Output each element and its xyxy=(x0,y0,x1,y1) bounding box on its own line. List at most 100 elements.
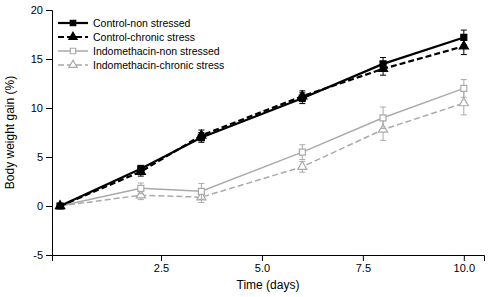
marker xyxy=(299,149,305,155)
y-axis: -5 0 5 10 15 20 xyxy=(31,4,53,261)
x-tick-label: 7.5 xyxy=(356,262,371,274)
y-axis-line xyxy=(46,11,53,256)
error-bar xyxy=(138,165,144,172)
marker xyxy=(57,203,63,209)
y-axis-title: Body weight gain (%) xyxy=(3,76,17,189)
y-tick: 15 xyxy=(31,53,52,65)
chart: 2.5 5.0 7.5 10.0 -5 0 5 10 15 20 Control-non stres… xyxy=(0,0,500,297)
legend-entry: Indomethacin-non stressed xyxy=(58,45,220,57)
error-bar-cap xyxy=(380,140,386,141)
error-bar-cap xyxy=(461,79,467,80)
y-tick-label: 10 xyxy=(31,102,43,114)
error-bar-cap xyxy=(198,132,204,133)
y-tick-mark xyxy=(46,59,52,60)
error-bar-cap xyxy=(198,202,204,203)
error-bar-cap xyxy=(461,54,467,55)
error-bar-cap xyxy=(198,183,204,184)
error-bar-cap xyxy=(461,97,467,98)
x-axis-title: Time (days) xyxy=(237,278,300,292)
error-bar xyxy=(380,107,386,129)
y-tick-label: 0 xyxy=(37,200,43,212)
legend-entry: Control-non stressed xyxy=(58,17,191,29)
error-bar-cap xyxy=(461,30,467,31)
x-tick-mark xyxy=(262,255,263,261)
x-tick-mark xyxy=(363,255,364,261)
error-bar-cap xyxy=(138,176,144,177)
error-bar-cap xyxy=(138,199,144,200)
error-bar xyxy=(198,183,204,199)
legend-label: Control-chronic stress xyxy=(93,31,195,43)
series-line xyxy=(60,46,464,206)
y-tick: -5 xyxy=(33,249,52,261)
y-tick: 20 xyxy=(31,4,52,16)
error-bar-cap xyxy=(138,182,144,183)
error-bar xyxy=(299,145,305,160)
legend: Control-non stressed Control-chronic stre… xyxy=(58,17,224,71)
error-bar-cap xyxy=(299,92,305,93)
x-tick-label: 5.0 xyxy=(255,262,270,274)
y-tick-mark xyxy=(46,206,52,207)
y-tick-label: 5 xyxy=(37,151,43,163)
y-tick-label: 20 xyxy=(31,4,43,16)
series-line xyxy=(60,103,464,206)
error-bar-cap xyxy=(198,142,204,143)
legend-label: Indomethacin-chronic stress xyxy=(93,59,224,71)
legend-marker xyxy=(69,60,77,67)
x-tick: 5.0 xyxy=(255,255,270,274)
legend-label: Control-non stressed xyxy=(93,17,191,29)
y-tick-label: -5 xyxy=(33,249,43,261)
x-tick-label: 2.5 xyxy=(154,262,169,274)
marker xyxy=(198,134,204,140)
legend-entry: Control-chronic stress xyxy=(58,31,195,43)
y-tick-label: 15 xyxy=(31,53,43,65)
y-tick-mark xyxy=(46,255,52,256)
y-tick-mark xyxy=(46,108,52,109)
marker xyxy=(298,162,307,170)
x-tick: 10.0 xyxy=(454,255,475,274)
error-bar-cap xyxy=(138,193,144,194)
error-bar xyxy=(461,30,467,45)
error-bar-cap xyxy=(198,199,204,200)
legend-label: Indomethacin-non stressed xyxy=(93,45,220,57)
y-tick: 5 xyxy=(37,151,52,163)
series-line xyxy=(60,37,464,206)
error-bar-cap xyxy=(380,57,386,58)
error-bar-cap xyxy=(380,75,386,76)
x-tick-mark xyxy=(161,255,162,261)
marker xyxy=(459,98,468,106)
marker xyxy=(138,185,144,191)
plot: 2.5 5.0 7.5 10.0 -5 0 5 10 15 20 Control-non stres… xyxy=(31,4,485,274)
x-tick: 7.5 xyxy=(356,255,371,274)
legend-marker xyxy=(70,48,75,53)
y-tick-mark xyxy=(46,10,52,11)
error-bar xyxy=(198,133,204,143)
y-tick-mark xyxy=(46,157,52,158)
error-bar-cap xyxy=(380,107,386,108)
legend-marker xyxy=(70,20,75,25)
marker xyxy=(56,201,65,209)
marker xyxy=(198,188,204,194)
marker xyxy=(299,95,305,101)
marker xyxy=(461,34,467,40)
marker xyxy=(380,61,386,67)
legend-entry: Indomethacin-chronic stress xyxy=(58,59,224,71)
error-bar-cap xyxy=(380,70,386,71)
error-bar xyxy=(299,93,305,104)
error-bar-cap xyxy=(299,172,305,173)
error-bar-cap xyxy=(461,114,467,115)
y-tick: 10 xyxy=(31,102,52,114)
error-bar-cap xyxy=(299,159,305,160)
error-bar xyxy=(461,80,467,98)
series xyxy=(56,38,469,209)
marker xyxy=(136,166,145,174)
marker xyxy=(461,85,467,91)
data-area xyxy=(56,30,469,209)
x-tick: 2.5 xyxy=(154,255,169,274)
series-line xyxy=(60,88,464,206)
marker xyxy=(138,166,144,172)
legend-marker xyxy=(69,32,77,39)
error-bar-cap xyxy=(461,44,467,45)
error-bar-cap xyxy=(299,144,305,145)
y-tick: 0 xyxy=(37,200,52,212)
x-tick-mark xyxy=(464,255,465,261)
